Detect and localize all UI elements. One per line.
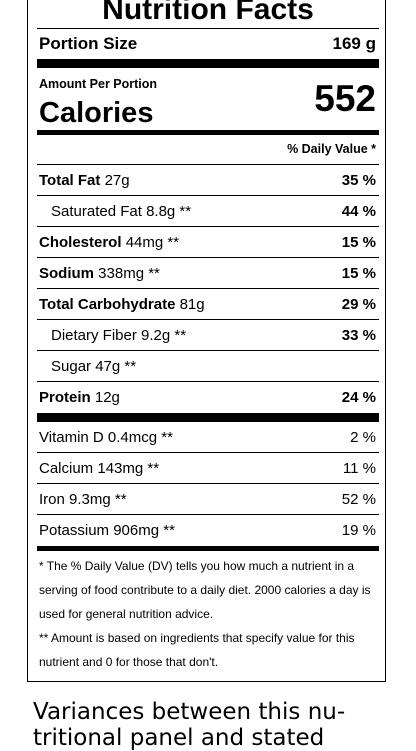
nutrient-dv: 29 % [341,295,376,313]
nutrient-amount: 44mg ** [125,233,180,251]
vitamin-amount: 906mg ** [113,521,175,539]
portion-size-label: Portion Size [39,34,138,53]
nutrient-name: Total Fat [39,171,101,189]
nutrient-name: Sodium [39,264,94,282]
vitamin-dv: 52 % [341,490,376,508]
nutrient-name: Sugar [51,357,92,375]
nutrient-dv: 15 % [341,264,376,282]
vitamin-row-vitamin-d: Vitamin D 0.4mcg ** 2 % [37,422,379,452]
nutrient-name: Dietary Fiber [51,326,137,344]
divider [37,164,379,165]
nutrient-name: Protein [39,388,91,406]
nutrient-amount: 27g [104,171,130,189]
vitamin-name: Calcium [39,459,94,477]
thick-divider [37,413,379,422]
divider [37,514,379,515]
nutrient-amount: 47g ** [95,357,137,375]
vitamin-amount: 0.4mcg ** [107,428,173,446]
nutrient-name: Saturated Fat [51,202,142,220]
divider [37,483,379,484]
vitamin-name: Iron [39,490,65,508]
vitamin-amount: 9.3mg ** [69,490,127,508]
vitamin-row-iron: Iron 9.3mg ** 52 % [37,484,379,514]
footnote-amount-basis: ** Amount is based on ingredients that s… [39,631,355,669]
nutrient-amount: 9.2g ** [141,326,187,344]
nutrient-amount: 338mg ** [98,264,160,282]
vitamin-name: Vitamin D [39,428,104,446]
nutrient-amount: 8.8g ** [146,202,192,220]
nutrient-row-total-carbohydrate: Total Carbohydrate 81g 29 % [37,289,379,319]
nutrient-row-protein: Protein 12g 24 % [37,382,379,412]
vitamin-amount: 143mg ** [97,459,160,477]
medium-divider [37,130,379,135]
variance-caption: Variances between this nu-tritional pane… [33,699,346,751]
portion-size-value: 169 g [332,34,376,53]
nutrient-row-total-fat: Total Fat 27g 35 % [37,165,379,195]
divider [37,350,379,351]
nutrient-amount: 12g [94,388,120,406]
label-title: Nutrition Facts [102,0,314,26]
divider [37,195,379,196]
divider [37,319,379,320]
footnote-daily-value: * The % Daily Value (DV) tells you how m… [39,559,371,621]
nutrient-dv: 35 % [341,171,376,189]
medium-divider [37,546,379,551]
nutrient-dv: 15 % [341,233,376,251]
nutrient-dv: 24 % [341,388,376,406]
vitamin-dv: 19 % [341,521,376,539]
divider [37,381,379,382]
divider [37,257,379,258]
nutrient-name: Cholesterol [39,233,122,251]
daily-value-header: % Daily Value * [287,142,376,156]
nutrient-dv: 33 % [341,326,376,344]
nutrition-facts-label: Nutrition Facts Portion Size 169 g Amoun… [27,0,386,682]
nutrient-row-sugar: Sugar 47g ** [37,351,379,381]
divider [37,452,379,453]
calories-value: 552 [314,78,376,119]
nutrient-row-sodium: Sodium 338mg ** 15 % [37,258,379,288]
nutrient-row-dietary-fiber: Dietary Fiber 9.2g ** 33 % [37,320,379,350]
vitamin-dv: 11 % [342,459,376,477]
calories-label: Calories [39,97,154,129]
divider [37,28,379,29]
nutrient-row-cholesterol: Cholesterol 44mg ** 15 % [37,227,379,257]
thick-divider [37,59,379,68]
nutrient-name: Total Carbohydrate [39,295,176,313]
amount-per-portion: Amount Per Portion [39,77,158,91]
nutrient-dv: 44 % [341,202,376,220]
nutrient-row-saturated-fat: Saturated Fat 8.8g ** 44 % [37,196,379,226]
vitamin-row-potassium: Potassium 906mg ** 19 % [37,515,379,545]
vitamin-row-calcium: Calcium 143mg ** 11 % [37,453,379,483]
divider [37,226,379,227]
divider [37,288,379,289]
nutrient-amount: 81g [179,295,205,313]
vitamin-dv: 2 % [350,428,376,446]
vitamin-name: Potassium [39,521,110,539]
portion-size-row: Portion Size 169 g [37,31,379,57]
